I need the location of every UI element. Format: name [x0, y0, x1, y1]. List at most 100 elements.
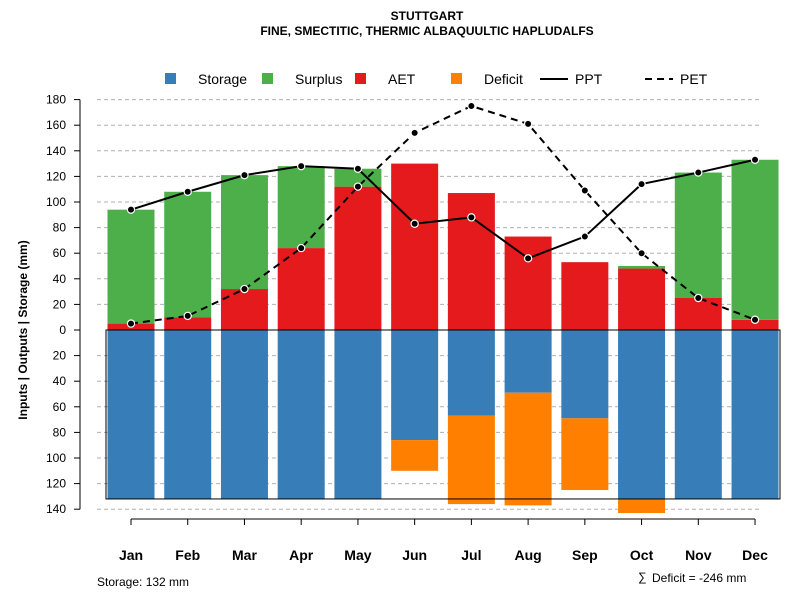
storage-bar — [220, 330, 268, 499]
storage-bar — [561, 330, 609, 419]
ppt-point — [467, 213, 476, 222]
x-tick-label: Mar — [232, 547, 257, 563]
deficit-bar — [504, 392, 552, 506]
legend-item-surplus: Surplus — [262, 71, 342, 87]
ppt-point — [126, 205, 136, 214]
legend-item-aet: AET — [355, 71, 416, 87]
x-tick-label: May — [344, 547, 371, 563]
aet-bar — [391, 163, 439, 330]
surplus-bar — [618, 266, 666, 269]
x-tick-label: Jul — [461, 547, 481, 563]
surplus-bar — [674, 172, 722, 298]
pet-point — [580, 186, 590, 195]
x-tick-label: Aug — [515, 547, 542, 563]
ppt-point — [296, 161, 306, 171]
legend-item-deficit: Deficit — [451, 71, 523, 87]
y-tick-label: 20 — [53, 349, 67, 363]
ppt-point — [580, 232, 590, 241]
pet-point — [183, 311, 192, 321]
ppt-point — [410, 219, 419, 228]
x-tick-label: Jun — [402, 547, 427, 563]
legend-swatch — [165, 73, 176, 84]
pet-point — [523, 119, 533, 129]
y-tick-label: 80 — [53, 221, 67, 235]
y-tick-label: 100 — [46, 451, 66, 465]
y-tick-label: 180 — [46, 93, 66, 107]
ppt-point — [240, 170, 249, 180]
legend-label: Deficit — [484, 71, 523, 87]
bars — [105, 159, 781, 514]
storage-bar — [447, 330, 495, 416]
y-tick-label: 40 — [53, 272, 67, 286]
aet-bar — [277, 248, 325, 330]
legend-label: Surplus — [295, 71, 342, 87]
pet-point — [410, 128, 419, 138]
pet-point — [750, 315, 760, 324]
deficit-bar — [447, 415, 495, 505]
storage-note: Storage: 132 mm — [97, 575, 189, 589]
legend-label: PET — [680, 71, 708, 87]
legend-label: Storage — [198, 71, 247, 87]
y-tick-label: 140 — [46, 144, 66, 158]
x-tick-label: Apr — [289, 547, 314, 563]
pet-point — [353, 182, 363, 191]
storage-bar — [504, 330, 552, 393]
y-tick-label: 160 — [46, 118, 66, 132]
ppt-point — [353, 164, 363, 173]
pet-point — [126, 319, 136, 328]
legend-item-storage: Storage — [165, 71, 247, 87]
surplus-bar — [731, 159, 779, 320]
sigma-icon: ∑ — [638, 570, 647, 584]
y-tick-label: 20 — [53, 297, 67, 311]
deficit-bar — [618, 498, 666, 514]
surplus-bar — [334, 168, 382, 187]
storage-bar — [618, 330, 666, 499]
surplus-bar — [164, 191, 212, 318]
pet-line — [130, 104, 756, 325]
legend-swatch — [262, 73, 273, 84]
aet-bar — [164, 317, 212, 330]
aet-bar — [334, 186, 382, 330]
storage-bar — [164, 330, 212, 499]
deficit-note: Deficit = -246 mm — [652, 571, 746, 585]
y-tick-label: 120 — [46, 477, 66, 491]
aet-bar — [220, 289, 268, 330]
ppt-point — [637, 179, 646, 189]
ppt-point — [183, 187, 192, 196]
x-tick-label: Jan — [119, 547, 143, 563]
y-axis-label: Inputs | Outputs | Storage (mm) — [16, 240, 30, 419]
aet-bar — [504, 236, 552, 330]
y-tick-label: 120 — [46, 169, 66, 183]
storage-bar — [277, 330, 325, 499]
series-lines — [126, 101, 760, 328]
legend-label: AET — [388, 71, 416, 87]
deficit-bar — [391, 440, 439, 471]
aet-bar — [561, 262, 609, 330]
aet-bar — [618, 268, 666, 330]
chart-title: STUTTGART — [391, 9, 464, 23]
storage-bar — [674, 330, 722, 499]
y-tick-label: 140 — [46, 502, 66, 516]
aet-bar — [674, 298, 722, 330]
surplus-bar — [220, 175, 268, 290]
legend-swatch — [355, 73, 366, 84]
ppt-line — [130, 158, 756, 260]
ppt-point — [523, 254, 533, 263]
x-tick-label: Nov — [685, 547, 712, 563]
axes: 180 160 140 120 100 80 60 40 20 0 20 40 60 80 100 120 14… — [46, 93, 768, 563]
y-tick-label: 60 — [53, 400, 67, 414]
storage-bar — [334, 330, 382, 499]
pet-point — [694, 293, 703, 303]
pet-point — [296, 243, 306, 253]
legend-label: PPT — [575, 71, 603, 87]
legend-item-ppt: PPT — [540, 71, 603, 87]
y-tick-label: 0 — [59, 323, 66, 337]
storage-bar — [391, 330, 439, 441]
legend-swatch — [451, 73, 462, 84]
storage-capacity-box — [105, 329, 781, 500]
legend: Storage Surplus AET Deficit PPT PET — [165, 71, 708, 87]
aet-bar — [731, 319, 779, 330]
deficit-bar — [561, 418, 609, 490]
legend-item-pet: PET — [645, 71, 708, 87]
